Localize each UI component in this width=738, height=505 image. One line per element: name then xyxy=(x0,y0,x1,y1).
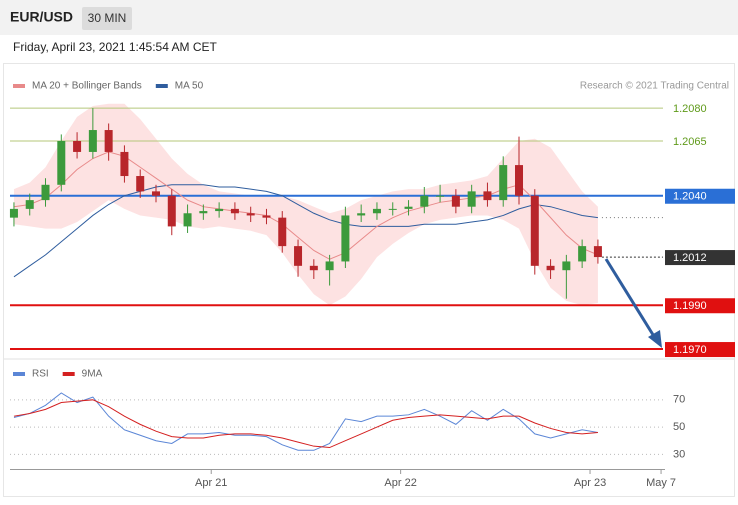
forecast-arrowhead xyxy=(648,330,662,348)
price-level-label: 1.2012 xyxy=(673,252,707,264)
candle-body xyxy=(546,265,555,271)
forecast-arrow xyxy=(604,258,657,339)
y-tick-label: 70 xyxy=(673,394,685,406)
candle-body xyxy=(530,195,539,266)
copyright: Research © 2021 Trading Central xyxy=(580,81,729,92)
candle-body xyxy=(294,246,303,266)
candle-body xyxy=(262,215,271,218)
candle-body xyxy=(25,200,34,209)
candle-body xyxy=(88,130,97,152)
candle-body xyxy=(388,208,397,210)
candle-body xyxy=(357,213,366,216)
price-level-box xyxy=(665,188,735,204)
candle-body xyxy=(41,184,50,201)
legend-label: MA 20 + Bollinger Bands xyxy=(32,81,142,92)
symbol: EUR/USD xyxy=(10,9,73,25)
legend-label: RSI xyxy=(32,369,49,380)
candle-body xyxy=(215,208,224,212)
candle-body xyxy=(420,195,429,207)
price-level-label: 1.2080 xyxy=(673,103,707,115)
candle-body xyxy=(562,261,571,271)
candle-body xyxy=(341,215,350,262)
candle-body xyxy=(9,208,18,218)
price-level-label: 1.1990 xyxy=(673,300,707,312)
price-level-label: 1.2040 xyxy=(673,191,707,203)
x-tick-label: Apr 21 xyxy=(195,477,227,489)
frame xyxy=(3,63,735,497)
candle-body xyxy=(593,246,602,258)
price-level-box xyxy=(665,298,735,314)
price-level-label: 1.1970 xyxy=(673,344,707,356)
x-tick-label: May 7 xyxy=(646,477,676,489)
candle-body xyxy=(167,195,176,227)
price-level-box xyxy=(665,250,735,266)
candle-body xyxy=(404,206,413,209)
timeframe[interactable]: 30 MIN xyxy=(88,11,127,25)
candle-body xyxy=(467,191,476,207)
price-level-label: 1.2065 xyxy=(673,136,707,148)
candle-body xyxy=(578,246,587,262)
candle-body xyxy=(372,208,381,214)
x-tick-label: Apr 23 xyxy=(574,477,606,489)
y-tick-label: 50 xyxy=(673,421,685,433)
candle-body xyxy=(309,265,318,271)
candle-body xyxy=(436,195,445,197)
rsi-line-0 xyxy=(13,392,599,451)
bollinger-band xyxy=(13,103,598,306)
candle-body xyxy=(136,176,145,192)
legend-swatch xyxy=(62,372,75,376)
candle-body xyxy=(73,140,82,152)
datetime: Friday, April 23, 2021 1:45:54 AM CET xyxy=(13,40,218,54)
candle-body xyxy=(483,191,492,201)
x-tick-label: Apr 22 xyxy=(384,477,416,489)
candle-body xyxy=(104,130,113,152)
rsi-line-1 xyxy=(13,399,598,449)
candle-body xyxy=(183,213,192,227)
legend-swatch xyxy=(13,372,25,376)
legend-swatch xyxy=(13,84,25,88)
price-panel: MA 20 + Bollinger Bands MA 50 1.2080 1.2065… xyxy=(9,81,735,358)
candle-body xyxy=(57,140,66,185)
ma50-line xyxy=(13,184,598,278)
candle-body xyxy=(246,213,255,216)
legend-label: 9MA xyxy=(82,369,103,380)
candle-body xyxy=(515,165,524,196)
candle-body xyxy=(451,195,460,207)
rsi-panel: RSI 9MA 30 50 70 Apr 21 Apr 22 Apr 23 May 7 xyxy=(10,369,685,489)
legend-label: MA 50 xyxy=(175,81,204,92)
price-level-box xyxy=(665,342,735,358)
y-tick-label: 30 xyxy=(673,448,685,460)
candle-body xyxy=(151,191,160,196)
candle-body xyxy=(199,211,208,214)
timeframe-button[interactable] xyxy=(82,7,132,30)
candle-body xyxy=(230,208,239,214)
candle-body xyxy=(499,165,508,201)
legend-swatch xyxy=(155,84,168,88)
candle-body xyxy=(278,217,287,247)
candle-body xyxy=(120,151,129,177)
candle-body xyxy=(325,261,334,271)
